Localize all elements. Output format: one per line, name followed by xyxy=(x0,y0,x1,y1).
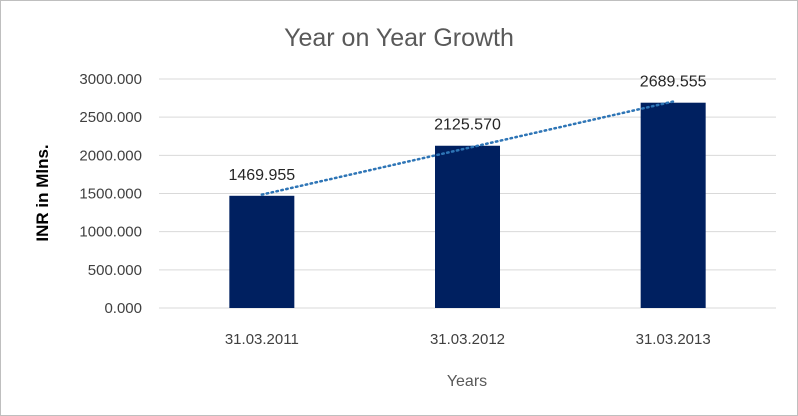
y-tick-label: 2500.000 xyxy=(79,109,142,126)
bar xyxy=(229,195,295,308)
y-axis-label: INR in Mlns. xyxy=(33,144,52,241)
chart-title: Year on Year Growth xyxy=(284,24,514,52)
y-tick-label: 0.000 xyxy=(104,300,142,317)
y-tick-label: 3000.000 xyxy=(79,71,142,88)
y-axis-ticks: 0.000 500.000 1000.000 1500.000 2000.000 2500… xyxy=(79,71,142,317)
bars xyxy=(229,102,706,309)
y-tick-label: 2000.000 xyxy=(79,147,142,164)
data-label: 1469.955 xyxy=(228,167,295,184)
y-tick-label: 1000.000 xyxy=(79,224,142,241)
trendline-path xyxy=(260,100,675,196)
x-tick-label: 31.03.2012 xyxy=(430,331,505,348)
x-tick-label: 31.03.2013 xyxy=(636,331,711,348)
data-labels: 1469.955 2125.570 2689.555 xyxy=(228,74,706,184)
x-axis-label: Years xyxy=(447,373,487,390)
data-label: 2125.570 xyxy=(434,117,501,134)
bar xyxy=(640,102,706,309)
y-tick-label: 1500.000 xyxy=(79,186,142,203)
x-tick-label: 31.03.2011 xyxy=(225,331,299,348)
bar xyxy=(435,145,500,308)
x-axis-ticks: 31.03.2011 31.03.2012 31.03.2013 xyxy=(225,331,711,348)
data-label: 2689.555 xyxy=(640,74,707,91)
trendline xyxy=(260,100,675,196)
y-tick-label: 500.000 xyxy=(88,262,142,279)
